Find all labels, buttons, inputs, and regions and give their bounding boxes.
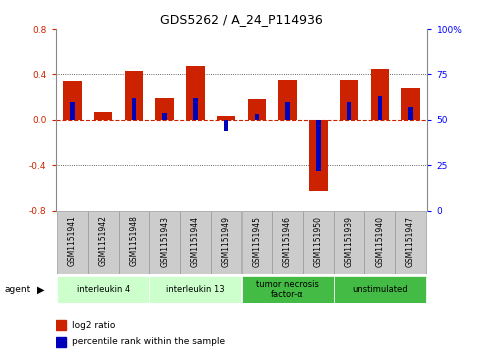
- Bar: [224, 120, 228, 131]
- Text: GSM1151942: GSM1151942: [99, 216, 108, 266]
- Text: GSM1151947: GSM1151947: [406, 216, 415, 266]
- Text: percentile rank within the sample: percentile rank within the sample: [72, 337, 226, 346]
- Bar: [211, 211, 242, 274]
- Bar: [131, 98, 136, 120]
- Bar: [334, 211, 365, 274]
- Bar: [125, 71, 143, 120]
- Bar: [378, 96, 382, 120]
- Bar: [180, 211, 211, 274]
- Bar: [56, 337, 67, 347]
- Bar: [118, 211, 149, 274]
- Bar: [334, 276, 426, 303]
- Text: tumor necrosis
factor-α: tumor necrosis factor-α: [256, 280, 319, 299]
- Text: GSM1151949: GSM1151949: [222, 216, 230, 266]
- Text: GSM1151950: GSM1151950: [314, 216, 323, 266]
- Text: GSM1151945: GSM1151945: [253, 216, 261, 266]
- Bar: [63, 81, 82, 120]
- Text: interleukin 4: interleukin 4: [77, 285, 130, 294]
- Bar: [149, 276, 242, 303]
- Bar: [408, 107, 413, 120]
- Bar: [248, 99, 266, 120]
- Text: GSM1151946: GSM1151946: [283, 216, 292, 266]
- Text: GSM1151940: GSM1151940: [375, 216, 384, 266]
- Bar: [242, 211, 272, 274]
- Bar: [365, 211, 395, 274]
- Title: GDS5262 / A_24_P114936: GDS5262 / A_24_P114936: [160, 13, 323, 26]
- Text: GSM1151944: GSM1151944: [191, 216, 200, 266]
- Bar: [70, 102, 75, 120]
- Bar: [278, 80, 297, 120]
- Bar: [316, 120, 321, 171]
- Bar: [303, 211, 334, 274]
- Bar: [162, 113, 167, 120]
- Bar: [370, 69, 389, 120]
- Text: GSM1151948: GSM1151948: [129, 216, 139, 266]
- Bar: [149, 211, 180, 274]
- Bar: [242, 276, 334, 303]
- Bar: [94, 112, 113, 120]
- Text: GSM1151941: GSM1151941: [68, 216, 77, 266]
- Bar: [193, 98, 198, 120]
- Text: log2 ratio: log2 ratio: [72, 321, 116, 330]
- Bar: [340, 80, 358, 120]
- Text: unstimulated: unstimulated: [352, 285, 408, 294]
- Bar: [217, 117, 235, 120]
- Bar: [395, 211, 426, 274]
- Bar: [57, 276, 149, 303]
- Bar: [401, 88, 420, 120]
- Text: ▶: ▶: [37, 285, 44, 294]
- Bar: [285, 102, 290, 120]
- Text: GSM1151943: GSM1151943: [160, 216, 169, 266]
- Bar: [255, 114, 259, 120]
- Text: agent: agent: [5, 285, 31, 294]
- Bar: [88, 211, 118, 274]
- Bar: [347, 102, 352, 120]
- Bar: [272, 211, 303, 274]
- Bar: [56, 320, 67, 330]
- Bar: [156, 98, 174, 120]
- Bar: [309, 120, 327, 191]
- Text: interleukin 13: interleukin 13: [166, 285, 225, 294]
- Bar: [57, 211, 88, 274]
- Text: GSM1151939: GSM1151939: [344, 216, 354, 266]
- Bar: [186, 66, 205, 120]
